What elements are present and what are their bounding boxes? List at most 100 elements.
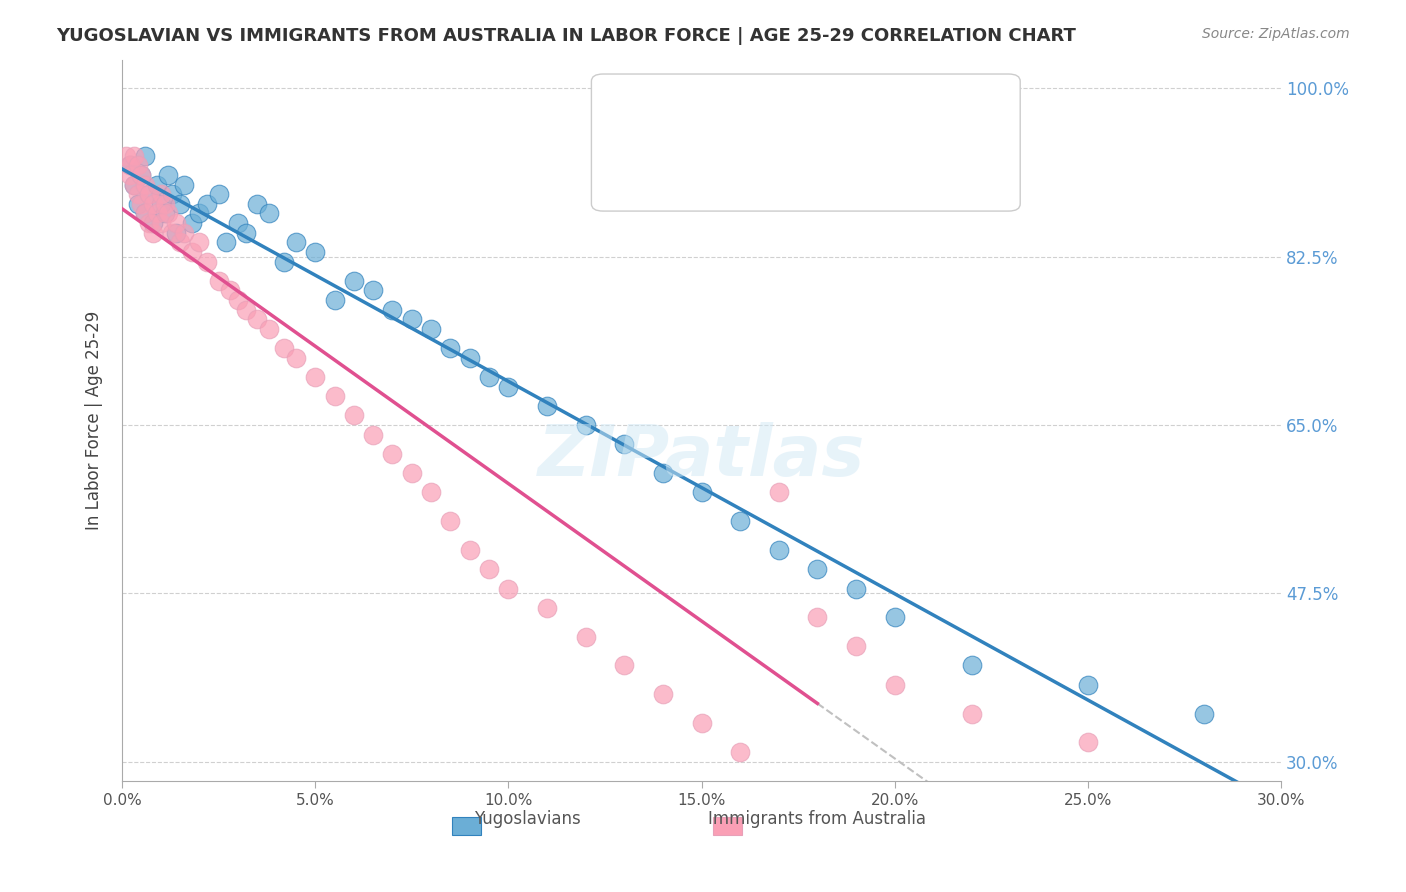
Yugoslavians [343, 274, 366, 288]
Immigrants from Australia [1077, 735, 1099, 749]
Immigrants from Australia [127, 158, 149, 172]
Immigrants from Australia [651, 687, 673, 701]
Immigrants from Australia [162, 226, 184, 240]
Text: Immigrants from Australia: Immigrants from Australia [709, 810, 927, 828]
Immigrants from Australia [273, 341, 295, 355]
Yugoslavians [458, 351, 481, 365]
Yugoslavians [131, 168, 153, 182]
Yugoslavians [215, 235, 238, 250]
Immigrants from Australia [134, 178, 156, 192]
Yugoslavians [146, 178, 169, 192]
Yugoslavians [138, 187, 160, 202]
Immigrants from Australia [883, 678, 905, 692]
Yugoslavians [381, 302, 404, 317]
Yugoslavians [173, 178, 195, 192]
Immigrants from Australia [134, 206, 156, 220]
Immigrants from Australia [806, 610, 828, 624]
Yugoslavians [361, 284, 384, 298]
Immigrants from Australia [343, 409, 366, 423]
Yugoslavians [960, 658, 983, 673]
Yugoslavians [536, 399, 558, 413]
Yugoslavians [149, 197, 172, 211]
Immigrants from Australia [361, 427, 384, 442]
Yugoslavians [845, 582, 868, 596]
Yugoslavians [180, 216, 202, 230]
Immigrants from Australia [115, 149, 138, 163]
Immigrants from Australia [180, 244, 202, 259]
Yugoslavians [883, 610, 905, 624]
Immigrants from Australia [131, 168, 153, 182]
Yugoslavians [142, 216, 165, 230]
Immigrants from Australia [122, 149, 145, 163]
Immigrants from Australia [478, 562, 501, 576]
Immigrants from Australia [149, 216, 172, 230]
Yugoslavians [690, 485, 713, 500]
Immigrants from Australia [226, 293, 249, 307]
Yugoslavians [134, 149, 156, 163]
Yugoslavians [401, 312, 423, 326]
Text: Yugoslavians: Yugoslavians [474, 810, 581, 828]
Yugoslavians [439, 341, 461, 355]
Immigrants from Australia [420, 485, 443, 500]
Yugoslavians [575, 418, 598, 433]
Yugoslavians [257, 206, 280, 220]
Yugoslavians [169, 197, 191, 211]
Immigrants from Australia [439, 514, 461, 528]
Immigrants from Australia [235, 302, 257, 317]
Yugoslavians [165, 226, 187, 240]
Yugoslavians [162, 187, 184, 202]
Immigrants from Australia [401, 466, 423, 480]
Yugoslavians [153, 206, 176, 220]
Yugoslavians [304, 244, 326, 259]
Immigrants from Australia [118, 168, 141, 182]
Yugoslavians [323, 293, 346, 307]
Immigrants from Australia [960, 706, 983, 721]
Yugoslavians [246, 197, 269, 211]
Immigrants from Australia [498, 582, 520, 596]
Yugoslavians [651, 466, 673, 480]
Immigrants from Australia [149, 187, 172, 202]
Yugoslavians [157, 168, 180, 182]
Immigrants from Australia [118, 158, 141, 172]
FancyBboxPatch shape [592, 74, 1021, 211]
Yugoslavians [1077, 678, 1099, 692]
Immigrants from Australia [257, 322, 280, 336]
Yugoslavians [498, 379, 520, 393]
Yugoslavians [195, 197, 218, 211]
Yugoslavians [118, 158, 141, 172]
Immigrants from Australia [304, 370, 326, 384]
Yugoslavians [478, 370, 501, 384]
Y-axis label: In Labor Force | Age 25-29: In Labor Force | Age 25-29 [86, 310, 103, 530]
Text: Source: ZipAtlas.com: Source: ZipAtlas.com [1202, 27, 1350, 41]
Immigrants from Australia [146, 206, 169, 220]
Immigrants from Australia [207, 274, 229, 288]
Yugoslavians [273, 254, 295, 268]
Yugoslavians [226, 216, 249, 230]
Immigrants from Australia [169, 235, 191, 250]
Immigrants from Australia [613, 658, 636, 673]
Immigrants from Australia [173, 226, 195, 240]
Immigrants from Australia [122, 178, 145, 192]
Immigrants from Australia [458, 543, 481, 558]
Bar [713, 817, 742, 835]
Immigrants from Australia [142, 226, 165, 240]
Immigrants from Australia [188, 235, 211, 250]
Immigrants from Australia [536, 600, 558, 615]
Yugoslavians [188, 206, 211, 220]
Immigrants from Australia [157, 206, 180, 220]
Immigrants from Australia [246, 312, 269, 326]
Yugoslavians [728, 514, 751, 528]
Yugoslavians [235, 226, 257, 240]
Immigrants from Australia [142, 197, 165, 211]
Immigrants from Australia [131, 197, 153, 211]
Immigrants from Australia [138, 216, 160, 230]
Yugoslavians [207, 187, 229, 202]
Immigrants from Australia [127, 187, 149, 202]
Immigrants from Australia [728, 745, 751, 759]
Yugoslavians [127, 197, 149, 211]
Yugoslavians [806, 562, 828, 576]
Yugoslavians [613, 437, 636, 451]
Yugoslavians [420, 322, 443, 336]
Bar [453, 817, 481, 835]
Immigrants from Australia [138, 187, 160, 202]
